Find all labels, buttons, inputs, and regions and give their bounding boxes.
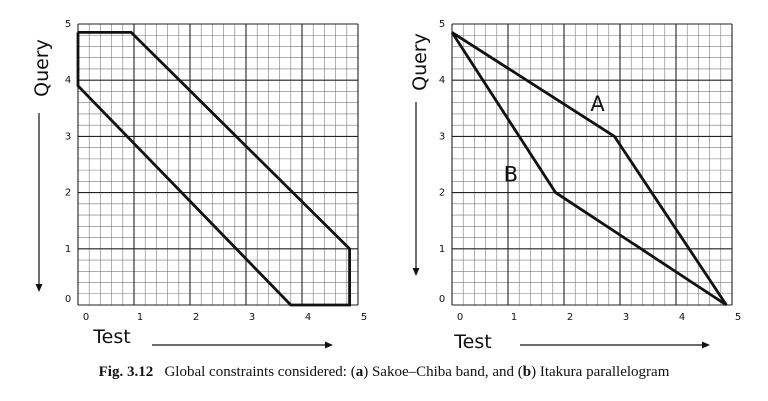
curve-label: A <box>590 92 605 116</box>
constraint-path <box>451 31 728 306</box>
y-tick-label: 3 <box>439 131 445 142</box>
y-tick-label: 5 <box>65 19 71 30</box>
panel-b-itakura: 0 1 2 3 4 5 0 1 2 3 4 5 A B Query Test <box>409 19 741 353</box>
y-tick-label: 2 <box>65 188 71 199</box>
y-tick-label: 0 <box>65 294 71 305</box>
x-tick-label: 3 <box>249 312 255 323</box>
arrow-right-icon <box>325 341 333 349</box>
y-tick-label: 1 <box>439 244 445 255</box>
x-tick-label: 2 <box>193 312 199 323</box>
y-tick-label: 4 <box>439 75 445 86</box>
y-tick-label: 3 <box>65 131 71 142</box>
x-tick-label: 3 <box>623 312 629 323</box>
x-axis-label: Test <box>92 326 130 348</box>
x-tick-label: 4 <box>679 312 685 323</box>
arrow-right-icon <box>702 341 710 349</box>
curve-label: B <box>504 162 518 186</box>
x-tick-label: 2 <box>567 312 573 323</box>
y-tick-label: 4 <box>65 75 71 86</box>
x-tick-label: 5 <box>735 312 741 323</box>
x-tick-label: 0 <box>457 312 463 323</box>
constraint-path <box>76 31 351 307</box>
figure-panels: 0 1 2 3 4 5 0 1 2 3 4 5 Query Test 0 1 2 3 4 5 0 1 2 3 4 5 A B Quer… <box>31 19 741 353</box>
y-tick-label: 2 <box>439 188 445 199</box>
y-tick-label: 0 <box>439 294 445 305</box>
x-tick-label: 0 <box>83 312 89 323</box>
caption-text: Global constraints considered: (a) Sakoe… <box>164 364 670 380</box>
x-tick-label: 1 <box>511 312 517 323</box>
arrow-down-icon <box>412 268 420 276</box>
x-tick-label: 5 <box>361 312 367 323</box>
x-tick-label: 4 <box>305 312 311 323</box>
x-axis-label: Test <box>453 331 491 353</box>
panel-a-sakoe-chiba: 0 1 2 3 4 5 0 1 2 3 4 5 Query Test <box>31 19 367 349</box>
figure-caption: Fig. 3.12 Global constraints considered:… <box>0 364 768 381</box>
caption-number: Fig. 3.12 <box>98 364 154 380</box>
y-axis-label: Query <box>31 39 53 97</box>
y-tick-label: 1 <box>65 244 71 255</box>
arrow-down-icon <box>35 284 43 292</box>
y-axis-label: Query <box>409 33 431 91</box>
x-tick-label: 1 <box>137 312 143 323</box>
constraint-path <box>450 31 728 307</box>
y-tick-label: 5 <box>439 19 445 30</box>
